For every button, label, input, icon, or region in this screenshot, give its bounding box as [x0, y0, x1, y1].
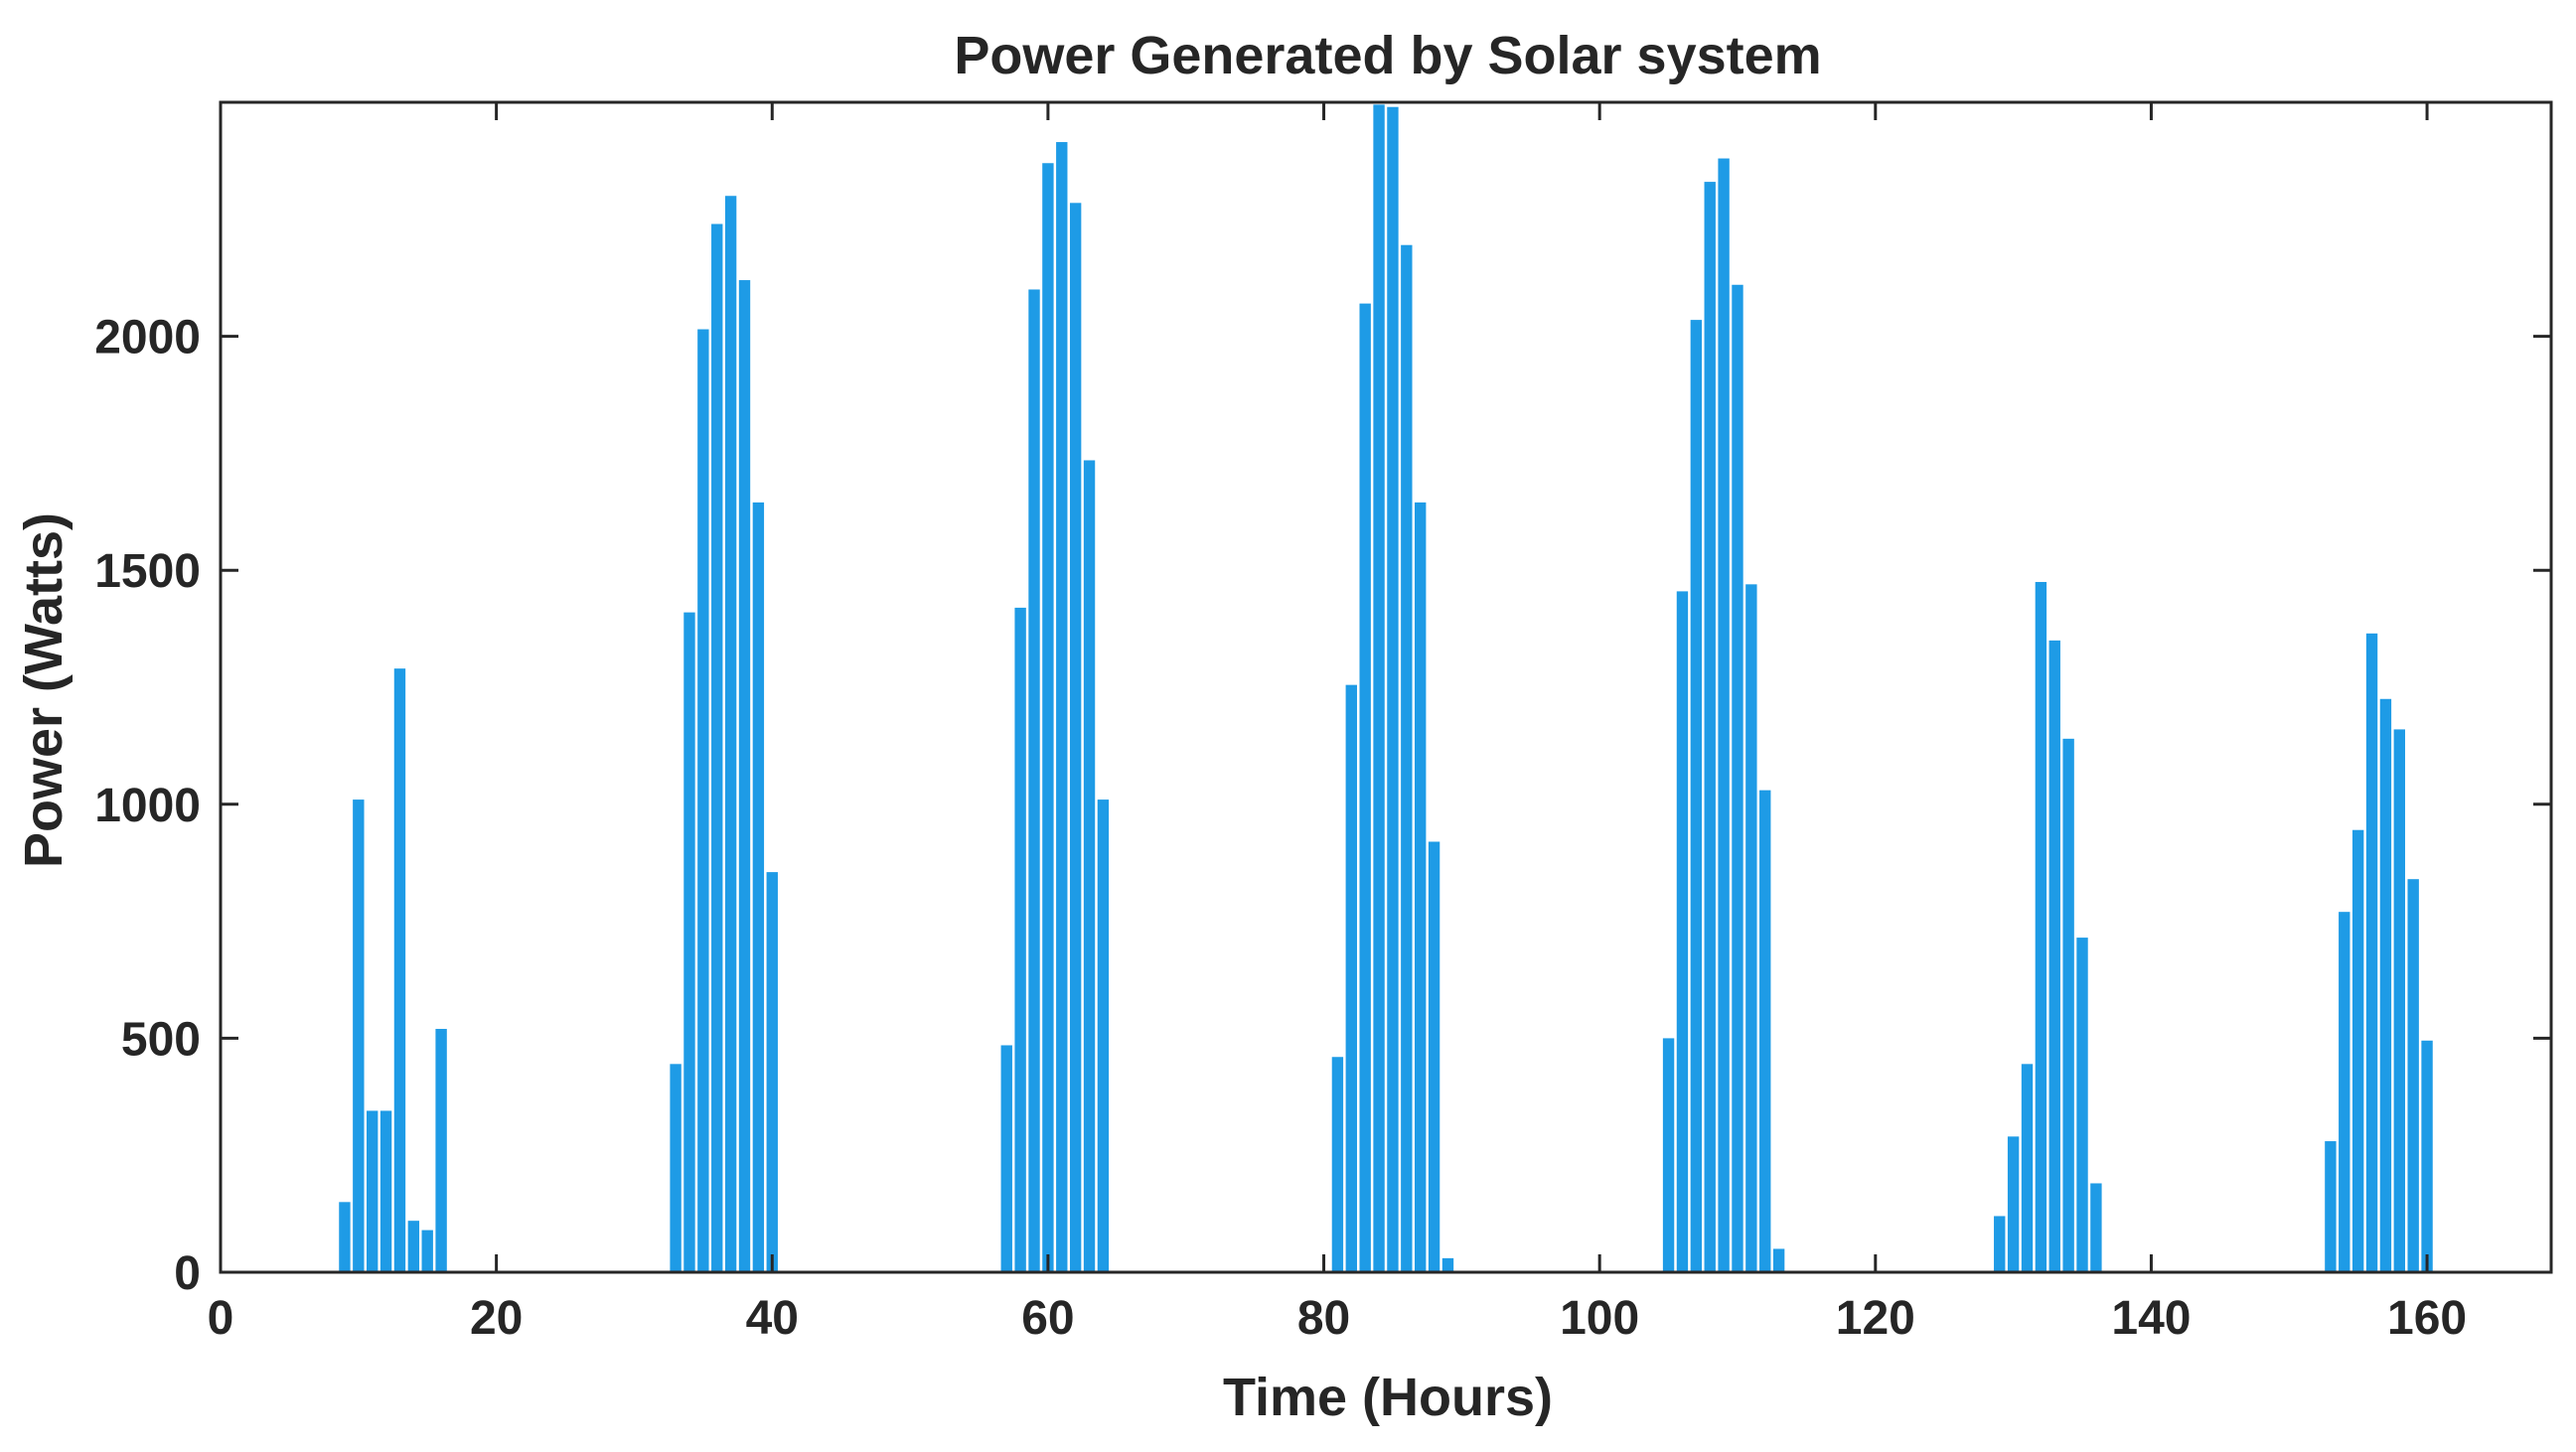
bar — [1387, 106, 1399, 1273]
bar — [1401, 244, 1413, 1273]
bar — [1083, 460, 1096, 1273]
bar — [1345, 684, 1357, 1272]
bar — [2035, 581, 2047, 1272]
bar — [1028, 289, 1040, 1273]
ticks-layer: 0 20 40 60 80 100 120 140 160 0 500 1000 1500 2000 — [94, 102, 2551, 1345]
x-tick-label: 100 — [1560, 1292, 1639, 1345]
bar — [1745, 584, 1757, 1272]
y-tick-label: 1000 — [94, 780, 201, 832]
bar — [1428, 841, 1440, 1272]
plot-frame — [219, 100, 2553, 1274]
bar — [421, 1230, 433, 1272]
x-tick-label: 140 — [2111, 1292, 2191, 1345]
x-axis-label: Time (Hours) — [1223, 1368, 1553, 1427]
x-tick-label: 40 — [746, 1292, 799, 1345]
bar — [1718, 158, 1730, 1272]
bar — [670, 1064, 682, 1272]
x-tick-label: 120 — [1836, 1292, 1915, 1345]
bar — [2421, 1040, 2433, 1272]
bar — [724, 196, 737, 1273]
y-tick-label: 0 — [174, 1247, 201, 1300]
bar — [435, 1028, 447, 1272]
y-tick-label: 1500 — [94, 545, 201, 598]
y-axis-label: Power (Watts) — [14, 512, 74, 868]
y-tick-label: 500 — [121, 1013, 201, 1066]
bar — [2021, 1064, 2034, 1272]
x-tick-label: 20 — [470, 1292, 523, 1345]
bar — [1014, 607, 1026, 1272]
bar — [407, 1221, 420, 1272]
bar — [1056, 142, 1068, 1272]
bar — [1994, 1216, 2006, 1272]
bar — [1662, 1038, 1675, 1272]
bar — [2393, 729, 2405, 1272]
y-tick-label: 2000 — [94, 312, 201, 364]
bar — [1069, 203, 1082, 1272]
x-tick-label: 160 — [2387, 1292, 2467, 1345]
bar — [752, 502, 765, 1272]
bar — [683, 612, 695, 1272]
bar — [1373, 104, 1385, 1273]
bar — [2062, 738, 2074, 1272]
x-tick-label: 60 — [1021, 1292, 1074, 1345]
bar — [2325, 1141, 2337, 1272]
bar — [393, 668, 406, 1272]
bar — [2365, 633, 2378, 1272]
bar — [2048, 640, 2060, 1272]
bar — [1704, 182, 1716, 1273]
chart-title: Power Generated by Solar system — [954, 26, 1821, 85]
bar — [2407, 879, 2419, 1272]
x-tick-label: 80 — [1297, 1292, 1350, 1345]
bar — [766, 872, 778, 1272]
bar — [2007, 1136, 2020, 1272]
bar — [1441, 1257, 1454, 1272]
bar — [697, 329, 709, 1272]
bar — [1331, 1057, 1344, 1272]
bar — [738, 280, 751, 1272]
bar — [711, 223, 723, 1272]
bar — [339, 1202, 351, 1272]
bar — [1097, 799, 1110, 1272]
bar — [2076, 938, 2088, 1272]
bar — [2339, 912, 2350, 1272]
bar — [1690, 320, 1703, 1272]
bar — [1359, 303, 1371, 1272]
bar — [2090, 1183, 2102, 1272]
bar — [1772, 1248, 1785, 1272]
bar — [1042, 163, 1054, 1272]
bar — [379, 1110, 392, 1272]
bar — [1732, 284, 1743, 1272]
bar — [1676, 591, 1689, 1272]
bar — [2351, 829, 2364, 1272]
bars-layer — [339, 104, 2433, 1273]
x-tick-label: 0 — [208, 1292, 234, 1345]
bar — [1759, 790, 1771, 1272]
bar — [353, 799, 365, 1272]
bar — [1000, 1045, 1012, 1272]
bar — [1415, 502, 1427, 1272]
bar — [2379, 698, 2392, 1272]
bar — [367, 1110, 379, 1272]
